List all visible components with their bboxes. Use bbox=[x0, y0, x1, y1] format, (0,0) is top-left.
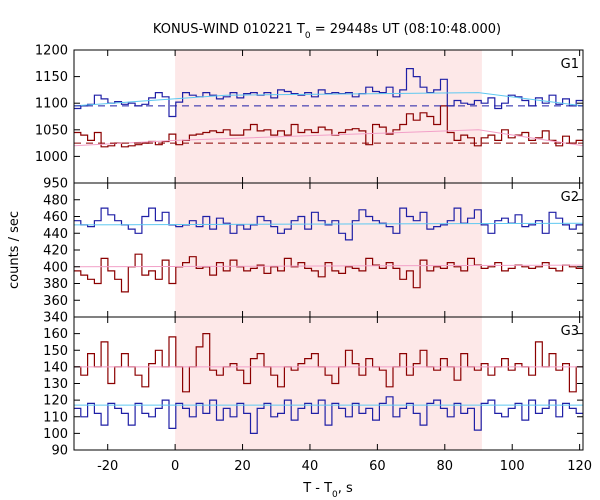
x-tick-label: -20 bbox=[97, 459, 118, 474]
panel-label-g2: G2 bbox=[561, 190, 579, 205]
y-tick-label: 380 bbox=[43, 277, 68, 292]
x-tick-label: 120 bbox=[567, 459, 592, 474]
y-tick-label: 400 bbox=[43, 260, 68, 275]
y-tick-label: 140 bbox=[43, 360, 68, 375]
x-tick-label: 60 bbox=[369, 459, 386, 474]
panel-label-g3: G3 bbox=[561, 324, 579, 339]
x-tick-label: 100 bbox=[500, 459, 525, 474]
x-tick-label: 20 bbox=[234, 459, 251, 474]
x-tick-label: 40 bbox=[302, 459, 319, 474]
x-tick-label: 80 bbox=[437, 459, 454, 474]
y-tick-label: 90 bbox=[51, 444, 68, 459]
series-line-g1-2 bbox=[73, 92, 584, 107]
series-line-g2-1 bbox=[74, 253, 583, 293]
y-tick-label: 340 bbox=[43, 311, 68, 326]
series-line-g1-0 bbox=[74, 67, 583, 118]
y-tick-label: 160 bbox=[43, 327, 68, 342]
y-axis-label: counts / sec bbox=[7, 211, 22, 289]
series-line-g1-1 bbox=[74, 105, 583, 148]
y-tick-label: 110 bbox=[43, 410, 68, 425]
x-axis-label: T - T0, s bbox=[302, 481, 353, 500]
y-tick-label: 1050 bbox=[35, 123, 68, 138]
y-tick-label: 480 bbox=[43, 193, 68, 208]
chart-title: KONUS-WIND 010221 T0 = 29448s UT (08:10:… bbox=[153, 22, 501, 41]
y-tick-label: 420 bbox=[43, 244, 68, 259]
y-tick-label: 440 bbox=[43, 227, 68, 242]
y-tick-label: 1200 bbox=[35, 44, 68, 59]
y-tick-label: 1000 bbox=[35, 150, 68, 165]
plot-area: 95010001050110011501200G1340360380400420… bbox=[35, 44, 592, 475]
shaded-interval bbox=[175, 50, 482, 450]
x-tick-label: 0 bbox=[171, 459, 179, 474]
panel-label-g1: G1 bbox=[561, 57, 579, 72]
y-tick-label: 130 bbox=[43, 377, 68, 392]
series-line-g2-0 bbox=[74, 207, 583, 241]
y-tick-label: 360 bbox=[43, 294, 68, 309]
series-line-g3-0 bbox=[74, 396, 583, 434]
y-tick-label: 1150 bbox=[35, 70, 68, 85]
series-line-g2-3 bbox=[73, 264, 584, 268]
y-tick-label: 1100 bbox=[35, 97, 68, 112]
y-tick-label: 120 bbox=[43, 394, 68, 409]
y-tick-label: 100 bbox=[43, 427, 68, 442]
series-line-g2-2 bbox=[73, 222, 584, 226]
y-tick-label: 460 bbox=[43, 210, 68, 225]
y-tick-label: 950 bbox=[43, 177, 68, 192]
y-tick-label: 150 bbox=[43, 344, 68, 359]
